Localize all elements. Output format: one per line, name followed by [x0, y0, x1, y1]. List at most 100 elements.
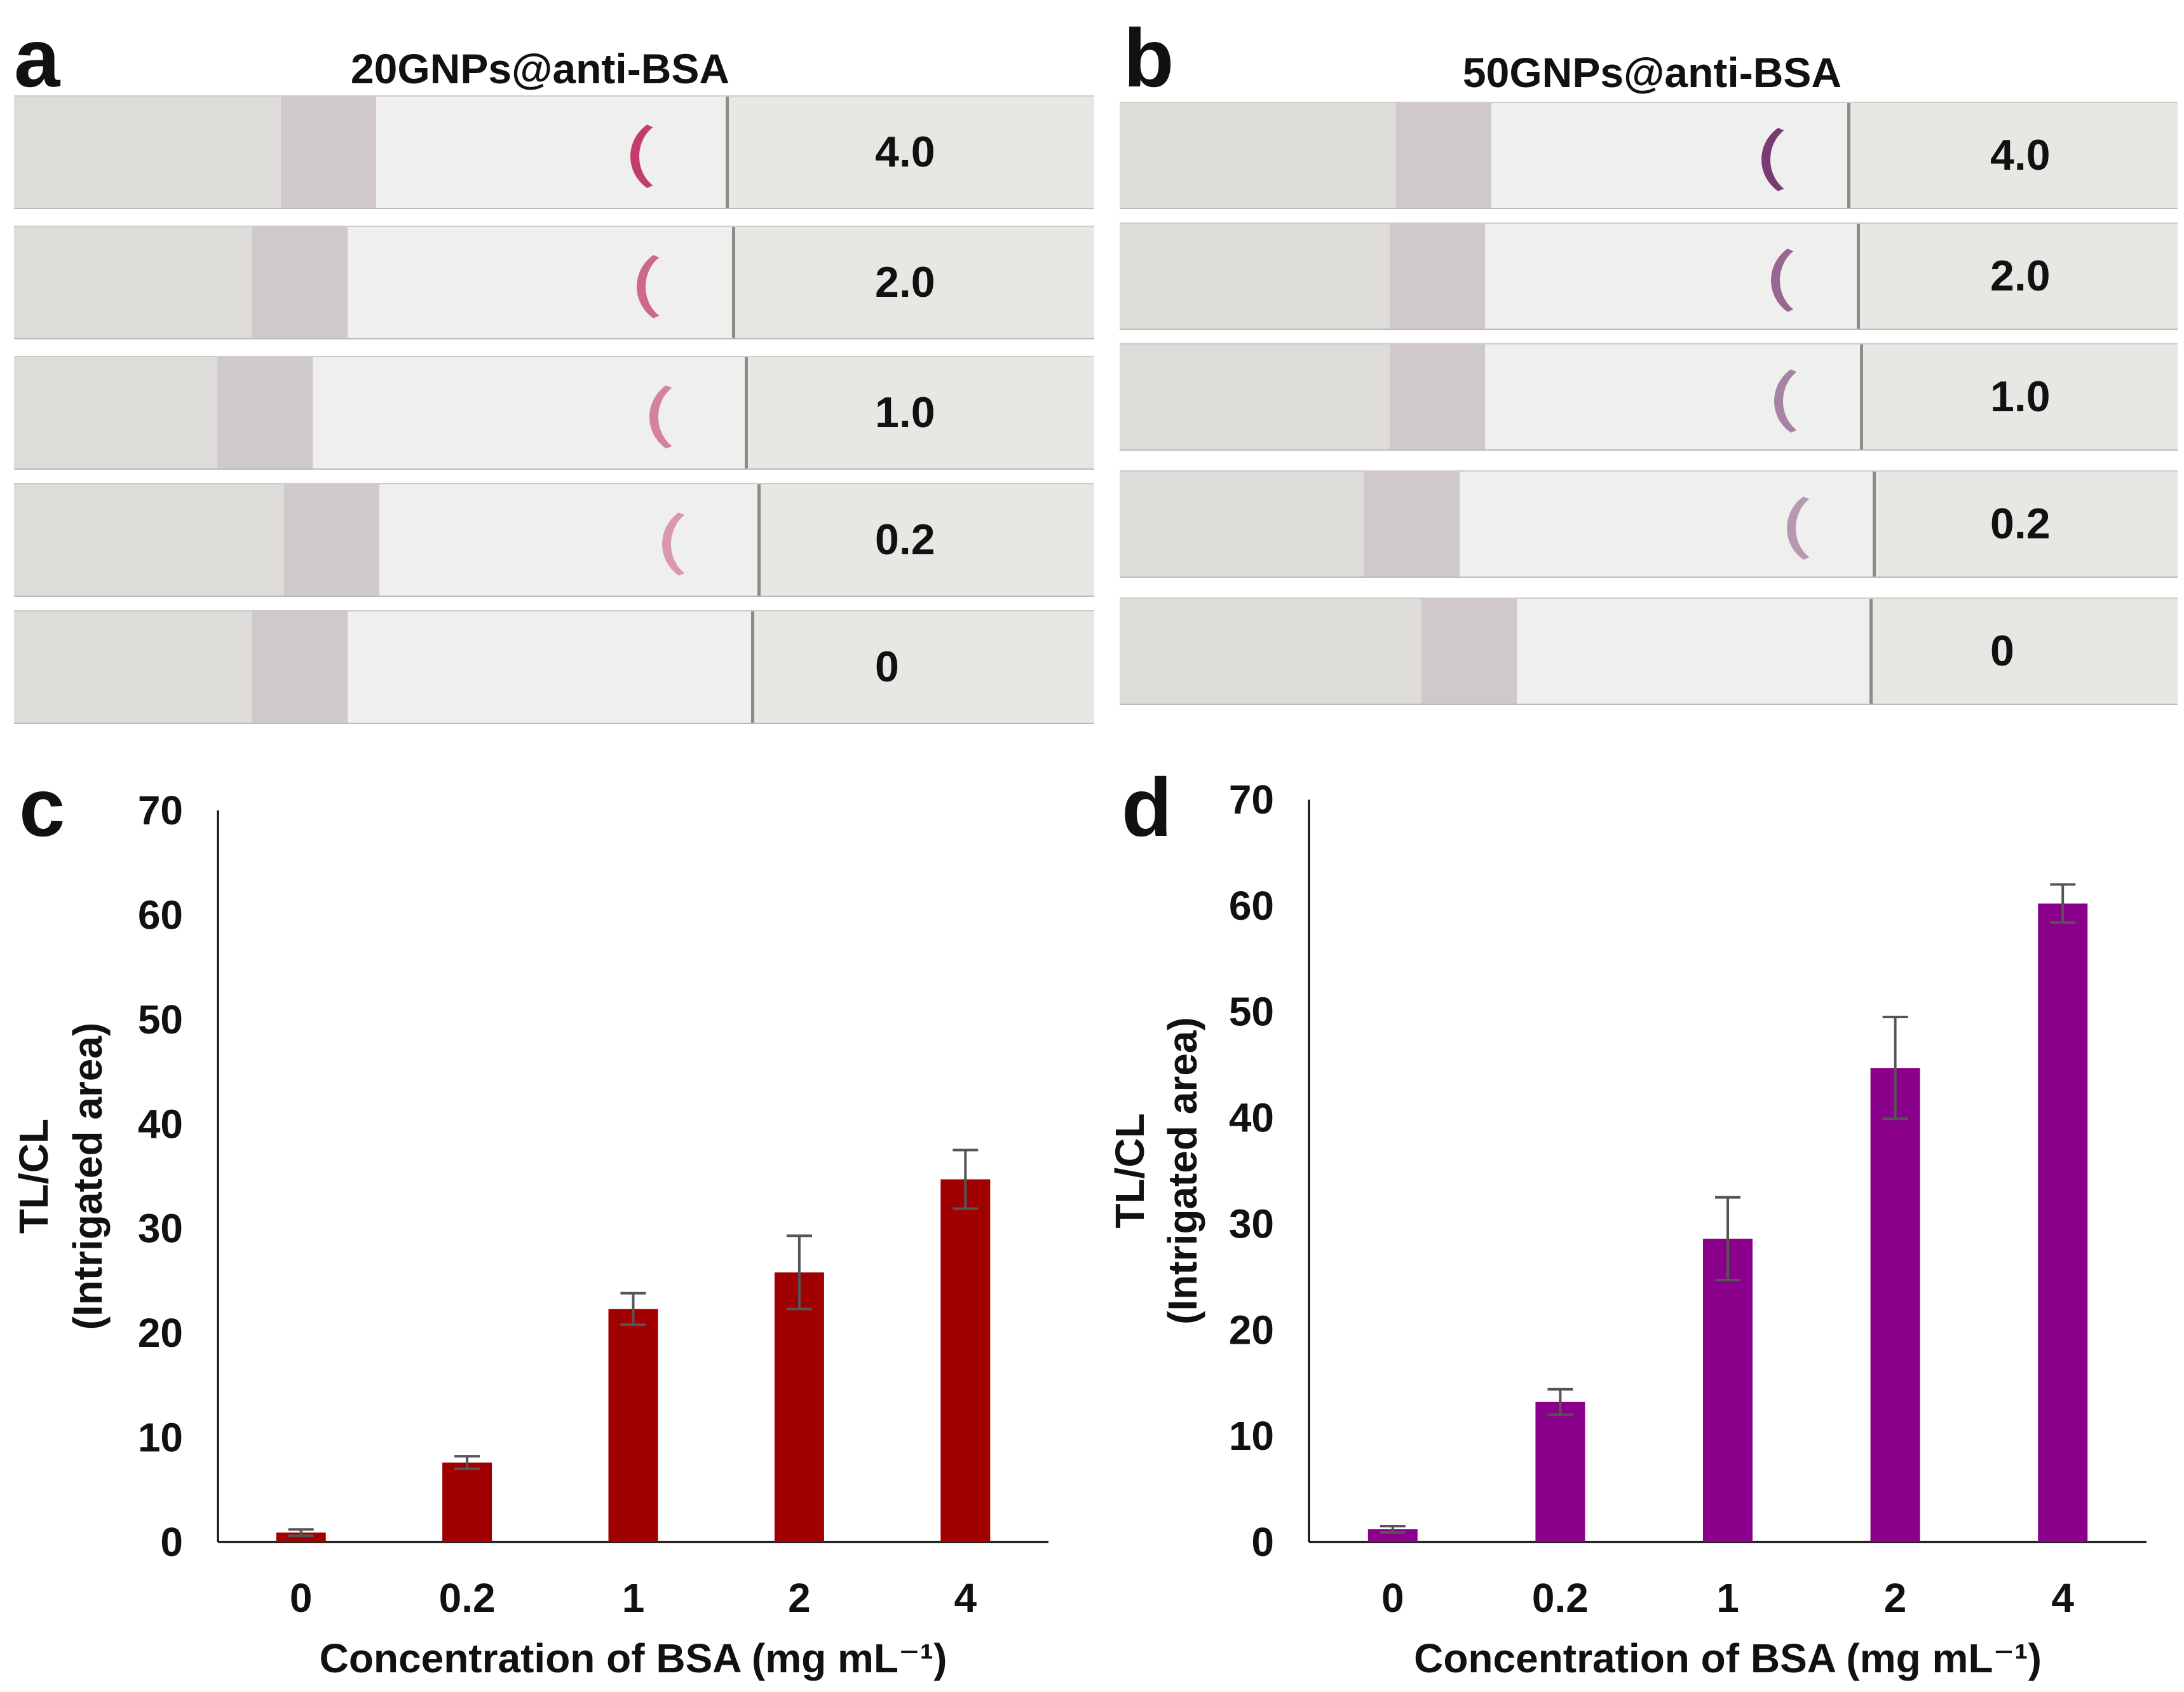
x-tick-label: 2 — [788, 1575, 811, 1621]
test-strip: 2.0 — [1120, 222, 2178, 330]
concentration-label: 0 — [1990, 626, 2014, 675]
x-tick-label: 2 — [1884, 1575, 1907, 1621]
test-strip: 0 — [14, 610, 1094, 724]
y-tick-label: 70 — [138, 788, 183, 833]
panel-b-title: 50GNPs@anti-BSA — [1462, 49, 1842, 96]
concentration-label: 4.0 — [1990, 130, 2051, 179]
x-tick-label: 0.2 — [439, 1575, 496, 1621]
y-tick-label: 40 — [1229, 1095, 1274, 1141]
y-tick-label: 0 — [160, 1519, 183, 1565]
bar — [608, 1309, 658, 1542]
absorbent-pad — [1847, 103, 2178, 208]
conjugate-pad — [1364, 472, 1460, 577]
conjugate-pad — [281, 97, 376, 208]
x-tick-label: 1 — [622, 1575, 645, 1621]
conjugate-pad — [1421, 599, 1517, 704]
test-strip: 4.0 — [1120, 102, 2178, 209]
conjugate-pad — [1390, 345, 1485, 449]
sample-pad — [1120, 224, 1390, 329]
sample-pad — [14, 227, 252, 338]
y-tick-label: 50 — [138, 997, 183, 1042]
test-strip: 2.0 — [14, 226, 1094, 339]
y-axis-subtitle: (Intrigated area) — [65, 1023, 111, 1330]
sample-pad — [1120, 103, 1396, 208]
concentration-label: 0.2 — [1990, 499, 2051, 548]
conjugate-pad — [1390, 224, 1485, 329]
y-axis-subtitle: (Intrigated area) — [1160, 1017, 1205, 1325]
bar — [1535, 1402, 1585, 1542]
absorbent-pad — [1873, 472, 2178, 577]
x-tick-label: 0 — [290, 1575, 313, 1621]
x-tick-label: 1 — [1716, 1575, 1739, 1621]
test-strip: 1.0 — [1120, 343, 2178, 451]
y-tick-label: 50 — [1229, 989, 1274, 1035]
conjugate-pad — [1396, 103, 1491, 208]
sample-pad — [14, 357, 217, 468]
absorbent-pad — [745, 357, 1094, 468]
test-line — [630, 117, 709, 195]
y-tick-label: 30 — [1229, 1201, 1274, 1246]
bar — [2038, 903, 2088, 1542]
test-line — [1774, 362, 1853, 440]
bar — [1870, 1068, 1920, 1542]
concentration-label: 0 — [875, 642, 899, 691]
sample-pad — [1120, 472, 1364, 577]
test-line — [649, 378, 728, 456]
y-tick-label: 0 — [1251, 1519, 1274, 1565]
bar — [442, 1463, 492, 1542]
absorbent-pad — [757, 484, 1094, 596]
conjugate-pad — [252, 227, 348, 338]
test-line — [637, 247, 716, 325]
test-line — [1771, 241, 1850, 319]
absorbent-pad — [726, 97, 1094, 208]
sample-pad — [14, 484, 284, 596]
test-strips-panel-b: 4.0 2.0 1.0 0.2 0 — [1120, 95, 2178, 731]
panel-label-b: b — [1123, 11, 1174, 104]
y-tick-label: 60 — [138, 892, 183, 938]
bar — [774, 1272, 824, 1542]
panel-label-d: d — [1122, 761, 1172, 854]
x-tick-label: 0 — [1381, 1575, 1404, 1621]
sample-pad — [14, 97, 281, 208]
absorbent-pad — [1857, 224, 2178, 329]
x-axis-title: Concentration of BSA (mg mL⁻¹) — [320, 1635, 947, 1681]
test-line — [1761, 120, 1840, 198]
y-tick-label: 10 — [138, 1415, 183, 1461]
y-tick-label: 70 — [1229, 777, 1274, 822]
test-strip: 1.0 — [14, 356, 1094, 470]
y-tick-label: 30 — [138, 1206, 183, 1252]
concentration-label: 0.2 — [875, 515, 935, 564]
conjugate-pad — [252, 611, 348, 723]
concentration-label: 2.0 — [875, 257, 935, 306]
absorbent-pad — [732, 227, 1094, 338]
y-axis-title: TL/CL — [11, 1119, 57, 1234]
test-strip: 4.0 — [14, 95, 1094, 209]
y-tick-label: 20 — [138, 1310, 183, 1356]
bar — [940, 1179, 991, 1542]
concentration-label: 1.0 — [1990, 372, 2051, 421]
y-tick-label: 40 — [138, 1101, 183, 1147]
concentration-label: 1.0 — [875, 388, 935, 437]
y-tick-label: 20 — [1229, 1307, 1274, 1353]
absorbent-pad — [1869, 599, 2178, 704]
y-axis-title: TL/CL — [1107, 1113, 1153, 1228]
sample-pad — [1120, 599, 1421, 704]
concentration-label: 4.0 — [875, 127, 935, 176]
y-tick-label: 60 — [1229, 883, 1274, 929]
sample-pad — [14, 611, 252, 723]
sample-pad — [1120, 345, 1390, 449]
test-line — [662, 505, 741, 583]
test-strip: 0.2 — [1120, 470, 2178, 578]
x-tick-label: 0.2 — [1532, 1575, 1589, 1621]
bar — [1703, 1238, 1753, 1542]
test-strip: 0.2 — [14, 483, 1094, 597]
x-tick-label: 4 — [2051, 1575, 2074, 1621]
membrane — [348, 611, 751, 723]
panel-label-c: c — [19, 761, 65, 854]
absorbent-pad — [751, 611, 1094, 723]
concentration-label: 2.0 — [1990, 251, 2051, 300]
absorbent-pad — [1860, 345, 2178, 449]
panel-a-title: 20GNPs@anti-BSA — [350, 45, 730, 92]
